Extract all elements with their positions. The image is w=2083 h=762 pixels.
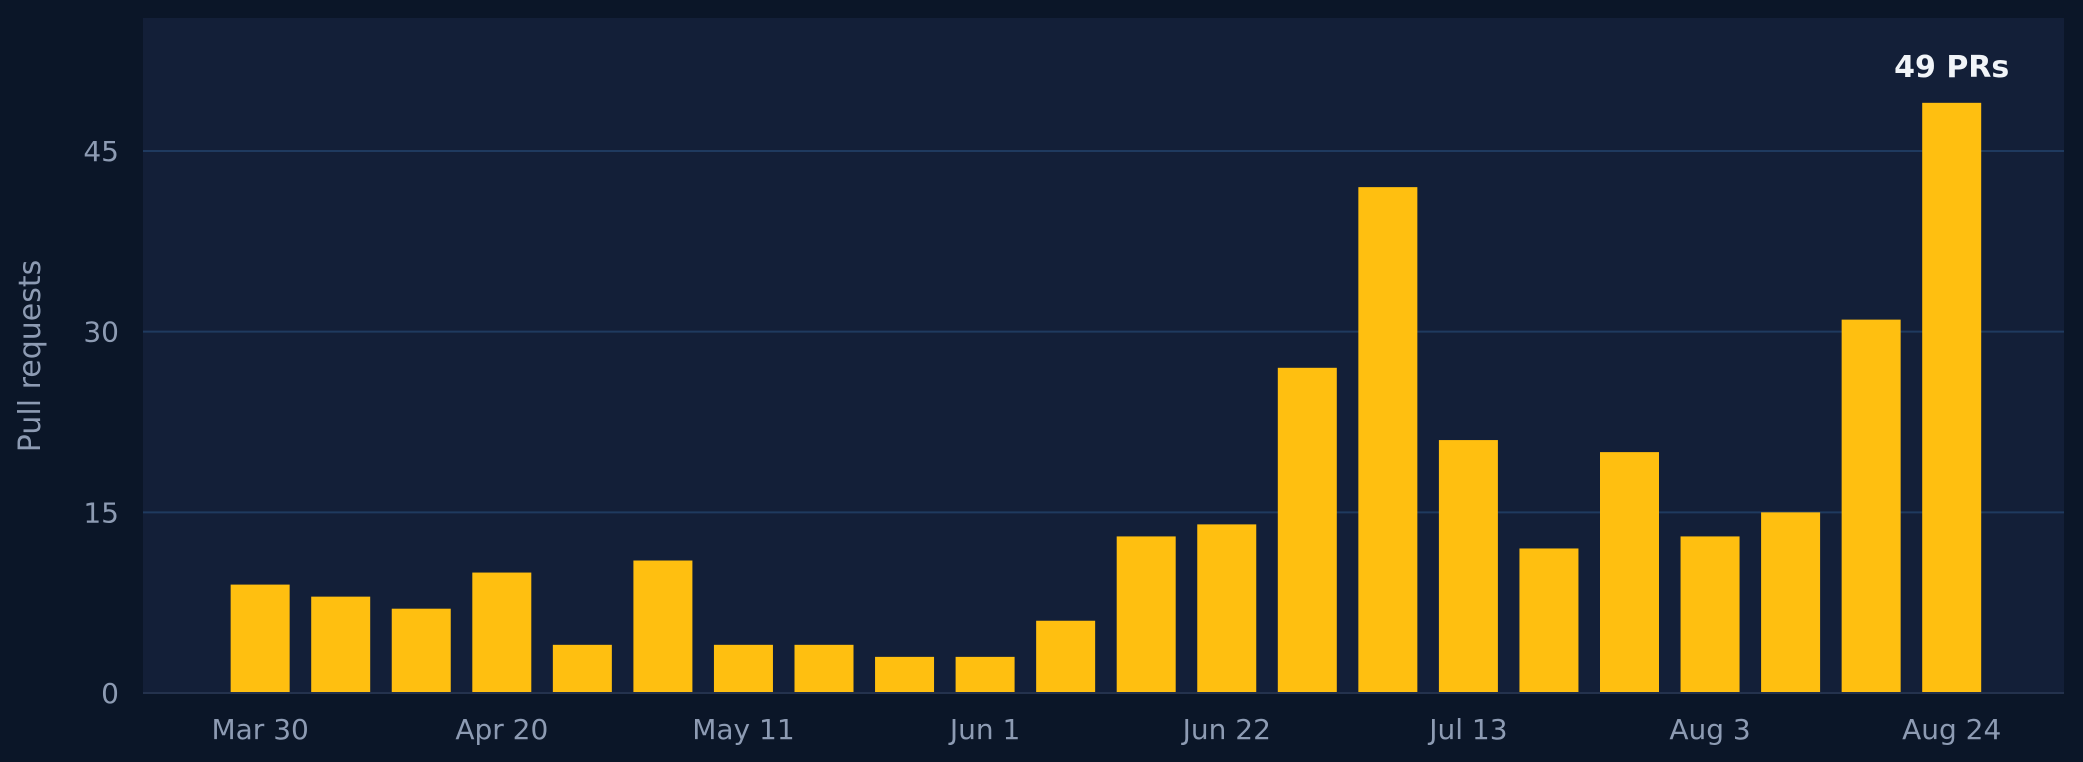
bar: [633, 560, 693, 693]
bar: [1197, 524, 1257, 693]
y-tick-labels: 0 15 30 45: [83, 135, 119, 710]
bar: [1600, 452, 1659, 693]
plot-area: [143, 18, 2064, 693]
y-tick-label: 0: [101, 677, 119, 710]
bar: [875, 656, 935, 693]
bar: [472, 572, 532, 693]
x-tick-label: Aug 3: [1669, 713, 1750, 746]
x-tick-label: Jul 13: [1427, 713, 1507, 746]
bar: [311, 596, 371, 693]
x-tick-label: Mar 30: [211, 713, 308, 746]
x-tick-label: Jun 22: [1181, 713, 1271, 746]
x-tick-labels: Mar 30 Apr 20 May 11 Jun 1 Jun 22 Jul 13 Aug 3…: [211, 713, 2001, 746]
y-tick-label: 15: [83, 496, 119, 529]
bar: [1761, 512, 1821, 693]
bar: [230, 584, 290, 693]
x-tick-label: Apr 20: [455, 713, 548, 746]
bar: [1519, 548, 1579, 693]
bar: [794, 644, 854, 693]
peak-annotation: 49 PRs: [1894, 50, 2009, 85]
bar: [713, 644, 773, 693]
bar: [1036, 620, 1096, 693]
bar: [1841, 319, 1901, 693]
x-tick-label: Aug 24: [1902, 713, 2001, 746]
bar: [1277, 367, 1337, 693]
y-axis-label: Pull requests: [13, 260, 48, 452]
bar: [955, 656, 1015, 693]
y-tick-label: 45: [83, 135, 119, 168]
bar: [1922, 102, 1982, 694]
x-tick-label: Jun 1: [948, 713, 1020, 746]
bar: [1116, 536, 1176, 693]
bar: [1680, 536, 1740, 693]
gridlines: [143, 150, 2064, 514]
bar: [1358, 187, 1418, 693]
x-tick-label: May 11: [692, 713, 794, 746]
bars: [230, 102, 1982, 694]
bar: [552, 644, 612, 693]
bar: [1438, 440, 1498, 693]
bar: [391, 608, 451, 693]
y-tick-label: 30: [83, 316, 119, 349]
